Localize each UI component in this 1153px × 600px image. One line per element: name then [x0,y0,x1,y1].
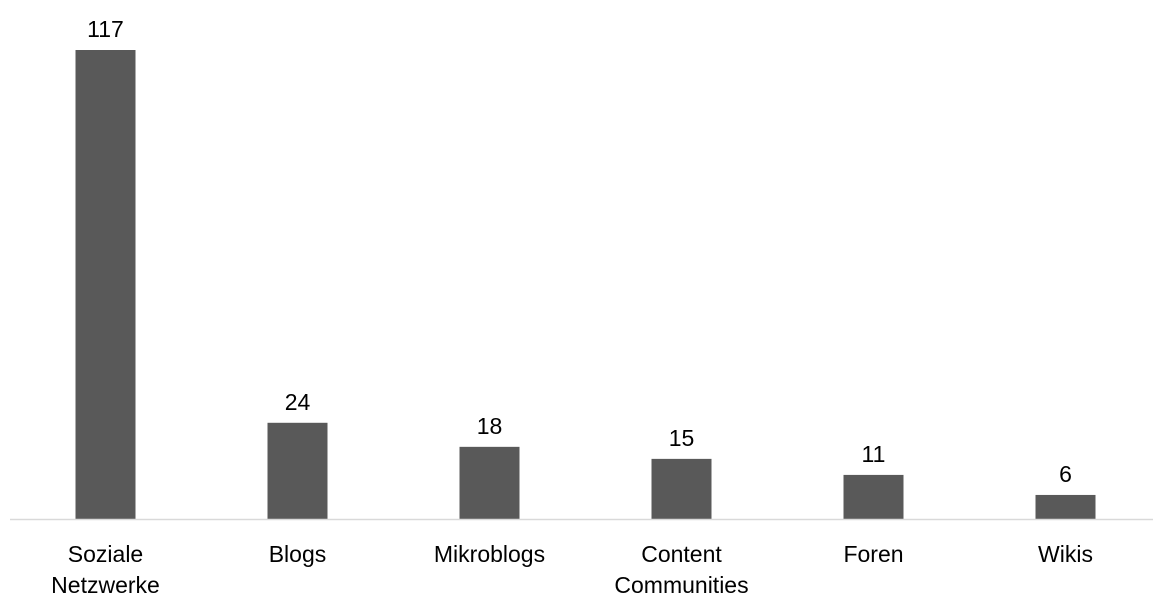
category-label-line: Foren [843,541,903,567]
category-label-2: Mikroblogs [434,541,545,567]
bar-3 [651,458,712,519]
bar-1 [267,422,328,519]
data-label-3: 15 [669,425,695,451]
data-label-4: 11 [862,441,886,467]
bar-2 [459,446,520,519]
bar-4 [843,474,904,519]
category-label-3: Content Communities [614,541,748,598]
category-label-4: Foren [843,541,903,567]
data-label-2: 18 [477,413,503,439]
category-label-line: Communities [614,572,748,598]
category-label-line: Content [641,541,722,567]
category-label-line: Blogs [269,541,327,567]
bars-layer [75,50,1096,519]
bar-0 [75,50,136,519]
category-label-1: Blogs [269,541,327,567]
data-label-0: 117 [87,16,124,42]
data-label-1: 24 [285,389,311,415]
category-label-0: Soziale Netzwerke [51,541,160,598]
value-labels-layer: 117 24 18 15 11 6 [87,16,1072,487]
category-label-line: Wikis [1038,541,1093,567]
category-label-line: Mikroblogs [434,541,545,567]
data-label-5: 6 [1059,461,1072,487]
category-label-line: Netzwerke [51,572,160,598]
category-label-5: Wikis [1038,541,1093,567]
category-label-line: Soziale [68,541,143,567]
bar-5 [1035,494,1096,519]
